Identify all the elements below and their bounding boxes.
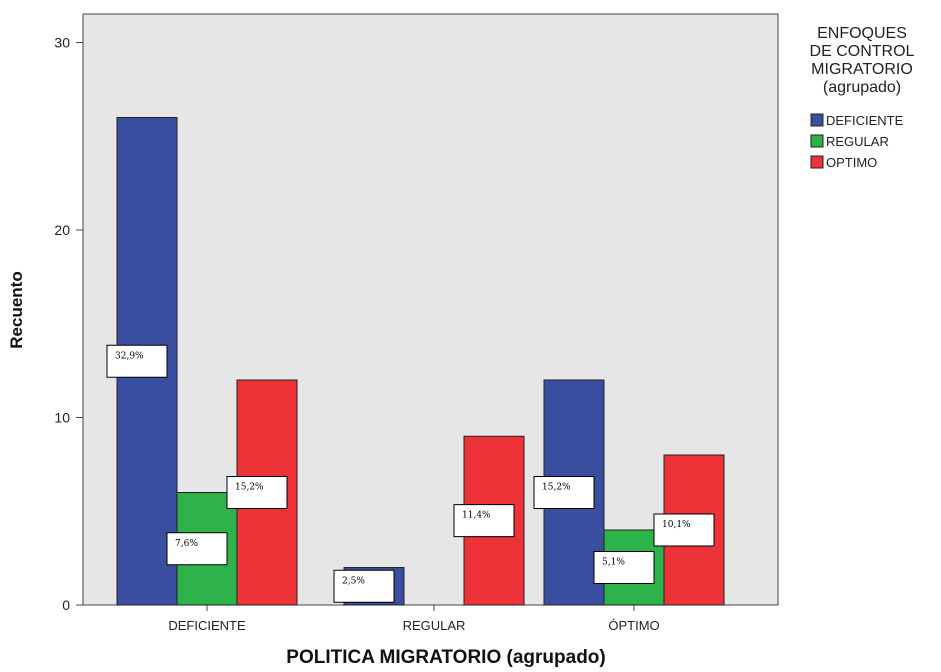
data-label-text: 10,1% bbox=[662, 520, 691, 530]
y-tick-label: 30 bbox=[54, 35, 70, 51]
y-tick-label: 20 bbox=[54, 222, 70, 238]
data-label-box bbox=[333, 569, 395, 603]
y-tick-label: 0 bbox=[62, 597, 70, 613]
data-label: 10,1% bbox=[653, 513, 715, 547]
data-label: 2,5% bbox=[333, 569, 395, 603]
legend-label-optimo: OPTIMO bbox=[826, 155, 877, 170]
data-label-box bbox=[453, 504, 515, 538]
data-label-text: 5,1% bbox=[602, 558, 625, 568]
legend-label-deficiente: DEFICIENTE bbox=[826, 113, 904, 128]
data-label-text: 2,5% bbox=[342, 576, 365, 586]
data-label: 32,9% bbox=[106, 344, 168, 378]
data-label-box bbox=[533, 476, 595, 509]
legend-items: DEFICIENTE REGULAR OPTIMO bbox=[810, 113, 904, 170]
legend-swatch-deficiente bbox=[810, 113, 824, 127]
x-tick-label: REGULAR bbox=[403, 618, 466, 633]
legend-title-line-1: ENFOQUES bbox=[817, 25, 907, 42]
data-label-text: 7,6% bbox=[175, 539, 198, 549]
y-tick-label: 10 bbox=[54, 410, 70, 426]
legend-label-regular: REGULAR bbox=[826, 134, 889, 149]
data-labels-group: 32,9% 2,5% 15,2% 7,6% 5,1% 15,2% 11,4% 10,1% bbox=[106, 344, 715, 603]
legend-title-line-3: MIGRATORIO bbox=[811, 61, 913, 78]
y-axis-title: Recuento bbox=[7, 271, 26, 348]
data-label-text: 32,9% bbox=[115, 351, 144, 361]
data-label-box bbox=[166, 532, 228, 566]
legend-swatch-regular bbox=[810, 134, 824, 148]
data-label-text: 11,4% bbox=[462, 511, 491, 521]
data-label-box bbox=[593, 551, 655, 584]
x-axis: DEFICIENTE REGULAR ÓPTIMO bbox=[168, 605, 660, 633]
data-label-text: 15,2% bbox=[235, 483, 264, 493]
x-axis-title: POLITICA MIGRATORIO (agrupado) bbox=[286, 647, 605, 668]
legend-title-line-2: DE CONTROL bbox=[810, 43, 915, 60]
legend: ENFOQUES DE CONTROL MIGRATORIO (agrupado… bbox=[810, 25, 915, 170]
x-tick-label: DEFICIENTE bbox=[168, 618, 246, 633]
data-label: 15,2% bbox=[533, 476, 595, 509]
y-axis: 0 10 20 30 bbox=[54, 35, 83, 613]
data-label: 15,2% bbox=[226, 476, 288, 509]
data-label-box bbox=[106, 344, 168, 378]
data-label-text: 15,2% bbox=[542, 483, 571, 493]
x-tick-label: ÓPTIMO bbox=[608, 618, 659, 633]
legend-swatch-optimo bbox=[810, 155, 824, 169]
legend-title-line-4: (agrupado) bbox=[823, 79, 901, 96]
data-label: 5,1% bbox=[593, 551, 655, 584]
data-label: 11,4% bbox=[453, 504, 515, 538]
data-label: 7,6% bbox=[166, 532, 228, 566]
data-label-box bbox=[226, 476, 288, 509]
data-label-box bbox=[653, 513, 715, 547]
